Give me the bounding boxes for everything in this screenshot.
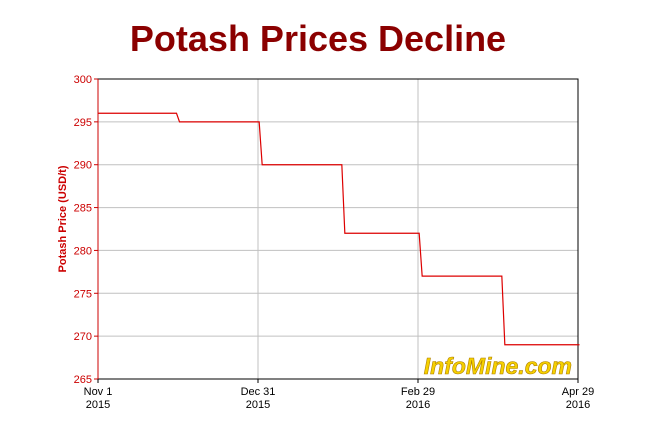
y-tick-label: 300 <box>74 74 92 86</box>
y-tick-label: 270 <box>74 331 92 343</box>
y-tick-label: 280 <box>74 245 92 257</box>
x-tick-year: 2016 <box>566 399 590 411</box>
y-tick-label: 265 <box>74 374 92 386</box>
x-tick-year: 2016 <box>406 399 430 411</box>
x-tick-label: Dec 31 <box>241 386 276 398</box>
y-tick-label: 290 <box>74 160 92 172</box>
x-tick-year: 2015 <box>86 399 110 411</box>
y-tick-label: 285 <box>74 203 92 215</box>
x-tick-label: Feb 29 <box>401 386 435 398</box>
watermark-logo: InfoMine.com <box>424 353 572 379</box>
plot-area <box>98 79 578 379</box>
x-tick-label: Apr 29 <box>562 386 594 398</box>
y-tick-label: 275 <box>74 288 92 300</box>
y-tick-label: 295 <box>74 117 92 129</box>
x-tick-year: 2015 <box>246 399 270 411</box>
price-series-line <box>98 112 580 346</box>
chart-title: Potash Prices Decline <box>129 18 507 59</box>
y-axis-label: Potash Price (USD/t) <box>57 165 69 272</box>
x-tick-label: Nov 1 <box>84 386 113 398</box>
